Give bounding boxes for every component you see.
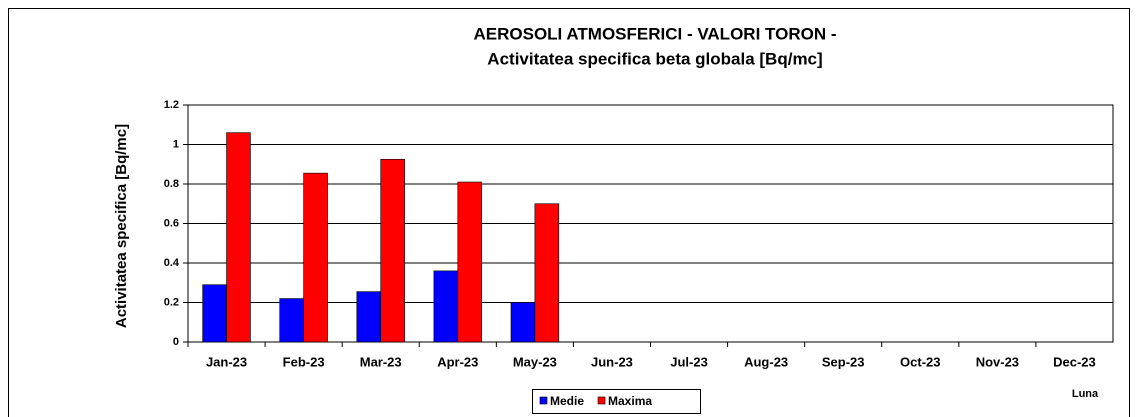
y-axis-label: Activitatea specifica [Bq/mc] — [113, 124, 130, 328]
y-tick-label: 0.4 — [164, 257, 180, 269]
chart-border — [8, 8, 1130, 417]
y-tick-label: 1 — [173, 138, 179, 150]
x-tick-label: Apr-23 — [437, 354, 478, 369]
bar — [534, 203, 560, 343]
y-tick-label: 0 — [173, 336, 179, 348]
chart-subtitle: Activitatea specifica beta globala [Bq/m… — [487, 49, 822, 68]
bar — [356, 291, 382, 343]
x-tick-label: Aug-23 — [744, 354, 788, 369]
legend-label: Medie — [550, 394, 584, 408]
chart-title: AEROSOLI ATMOSFERICI - VALORI TORON - — [474, 24, 837, 43]
bar — [457, 181, 482, 343]
x-tick-label: Jan-23 — [206, 354, 247, 369]
y-tick-label: 0.8 — [164, 178, 179, 190]
x-tick-label: Jul-23 — [670, 354, 708, 369]
bar — [279, 298, 304, 343]
x-tick-label: Nov-23 — [976, 354, 1019, 369]
bar — [303, 172, 328, 343]
legend-swatch — [597, 396, 606, 405]
bar — [380, 159, 405, 343]
x-tick-label: Dec-23 — [1053, 354, 1096, 369]
bar — [226, 132, 251, 343]
x-axis-label: Luna — [1072, 388, 1099, 400]
bar — [510, 302, 536, 343]
x-tick-label: Oct-23 — [900, 354, 940, 369]
x-tick-label: Mar-23 — [360, 354, 402, 369]
legend-box — [532, 389, 701, 414]
y-tick-label: 1.2 — [164, 99, 179, 111]
x-tick-label: Sep-23 — [822, 354, 865, 369]
legend-swatch — [539, 396, 548, 405]
x-tick-label: May-23 — [513, 354, 557, 369]
y-tick-label: 0.6 — [164, 217, 179, 229]
bar — [202, 284, 227, 343]
legend-label: Maxima — [608, 394, 652, 408]
x-tick-label: Jun-23 — [591, 354, 633, 369]
x-tick-label: Feb-23 — [283, 354, 325, 369]
legend: Medie Maxima — [532, 389, 701, 414]
bar — [433, 270, 459, 343]
y-tick-label: 0.2 — [164, 296, 179, 308]
